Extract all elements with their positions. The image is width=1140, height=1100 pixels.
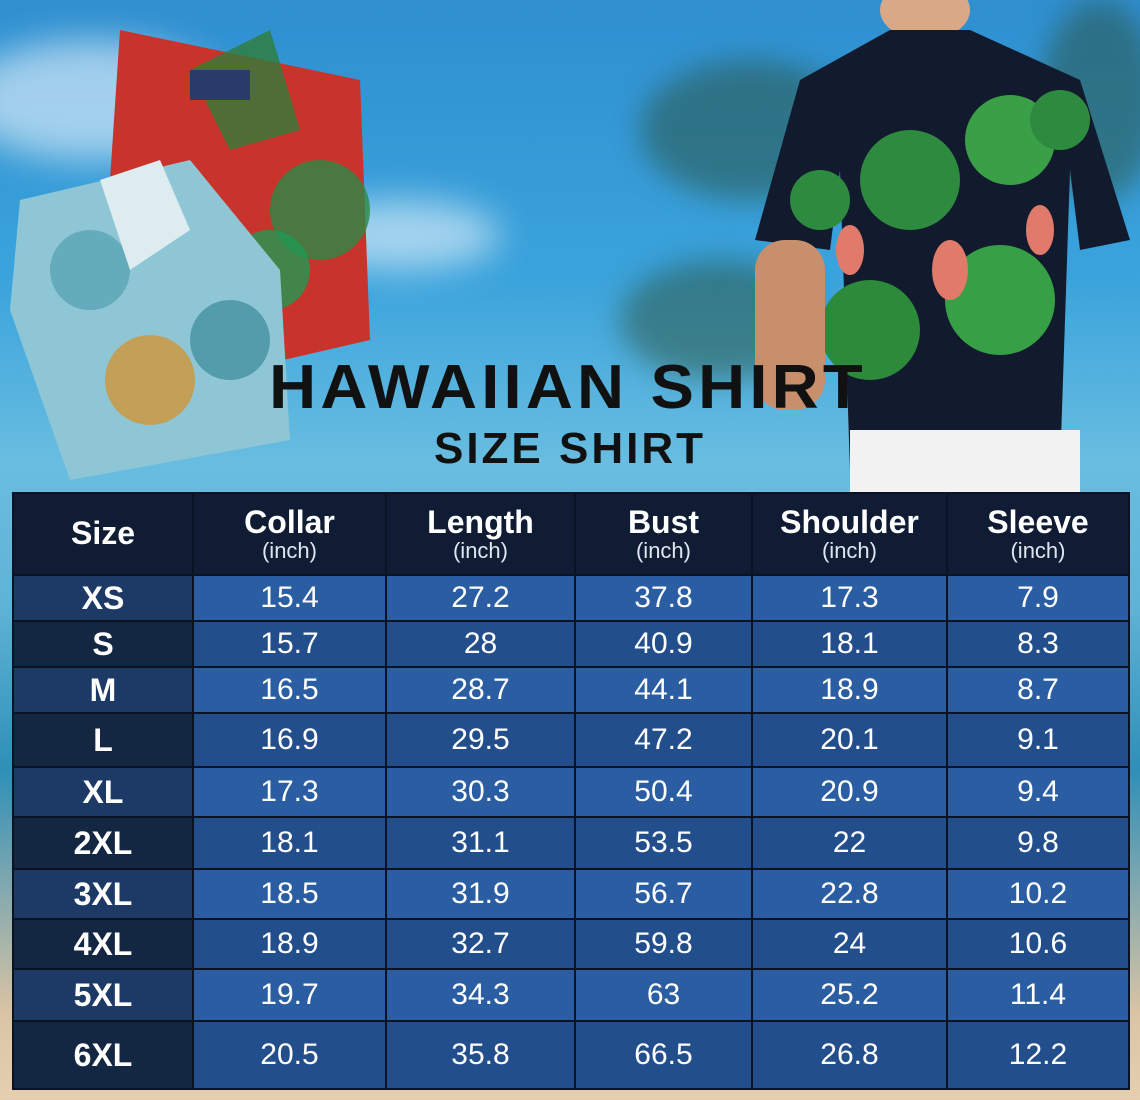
cell-size: 4XL <box>12 918 194 970</box>
cell-collar: 17.3 <box>192 766 387 818</box>
cell-shoulder: 26.8 <box>751 1020 948 1090</box>
cell-size: 3XL <box>12 868 194 920</box>
cell-sleeve: 8.7 <box>946 666 1130 714</box>
cell-size: 5XL <box>12 968 194 1022</box>
cell-sleeve: 9.8 <box>946 816 1130 870</box>
table-row: 2XL 18.1 31.1 53.5 22 9.8 <box>12 816 1130 870</box>
cell-size: XS <box>12 574 194 622</box>
cell-collar: 15.7 <box>192 620 387 668</box>
cell-size: XL <box>12 766 194 818</box>
table-row: 6XL 20.5 35.8 66.5 26.8 12.2 <box>12 1020 1130 1090</box>
cell-collar: 18.1 <box>192 816 387 870</box>
size-chart-table: Size Collar (inch) Length (inch) Bust (inch… <box>12 492 1130 1090</box>
table-row: S 15.7 28 40.9 18.1 8.3 <box>12 620 1130 668</box>
cell-shoulder: 22 <box>751 816 948 870</box>
cell-bust: 47.2 <box>574 712 753 768</box>
cell-size: 6XL <box>12 1020 194 1090</box>
cell-bust: 53.5 <box>574 816 753 870</box>
cell-collar: 15.4 <box>192 574 387 622</box>
cell-collar: 19.7 <box>192 968 387 1022</box>
cell-length: 35.8 <box>385 1020 576 1090</box>
header-sleeve: Sleeve (inch) <box>946 492 1130 576</box>
cell-collar: 18.5 <box>192 868 387 920</box>
cell-length: 34.3 <box>385 968 576 1022</box>
folded-shirts-image <box>10 30 370 480</box>
cell-sleeve: 9.1 <box>946 712 1130 768</box>
cell-length: 31.1 <box>385 816 576 870</box>
cell-bust: 40.9 <box>574 620 753 668</box>
cell-sleeve: 8.3 <box>946 620 1130 668</box>
cell-bust: 37.8 <box>574 574 753 622</box>
cell-sleeve: 10.2 <box>946 868 1130 920</box>
cell-sleeve: 10.6 <box>946 918 1130 970</box>
cell-collar: 16.9 <box>192 712 387 768</box>
cell-shoulder: 18.1 <box>751 620 948 668</box>
cell-size: 2XL <box>12 816 194 870</box>
cell-length: 31.9 <box>385 868 576 920</box>
header-length: Length (inch) <box>385 492 576 576</box>
cell-shoulder: 22.8 <box>751 868 948 920</box>
cell-bust: 56.7 <box>574 868 753 920</box>
cell-sleeve: 7.9 <box>946 574 1130 622</box>
cell-size: M <box>12 666 194 714</box>
cell-bust: 63 <box>574 968 753 1022</box>
header-bust: Bust (inch) <box>574 492 753 576</box>
cell-length: 28.7 <box>385 666 576 714</box>
header-size: Size <box>12 492 194 576</box>
cell-length: 30.3 <box>385 766 576 818</box>
header-collar: Collar (inch) <box>192 492 387 576</box>
cell-sleeve: 9.4 <box>946 766 1130 818</box>
table-row: 4XL 18.9 32.7 59.8 24 10.6 <box>12 918 1130 970</box>
cell-bust: 50.4 <box>574 766 753 818</box>
page-title: HAWAIIAN SHIRT <box>269 353 867 422</box>
cell-shoulder: 20.9 <box>751 766 948 818</box>
cell-bust: 59.8 <box>574 918 753 970</box>
cell-length: 29.5 <box>385 712 576 768</box>
table-row: M 16.5 28.7 44.1 18.9 8.7 <box>12 666 1130 714</box>
header-shoulder: Shoulder (inch) <box>751 492 948 576</box>
cell-length: 32.7 <box>385 918 576 970</box>
cell-collar: 18.9 <box>192 918 387 970</box>
cell-bust: 44.1 <box>574 666 753 714</box>
cell-shoulder: 17.3 <box>751 574 948 622</box>
table-row: XL 17.3 30.3 50.4 20.9 9.4 <box>12 766 1130 818</box>
cell-collar: 20.5 <box>192 1020 387 1090</box>
cell-length: 27.2 <box>385 574 576 622</box>
cell-sleeve: 11.4 <box>946 968 1130 1022</box>
cell-collar: 16.5 <box>192 666 387 714</box>
cell-shoulder: 18.9 <box>751 666 948 714</box>
page-subtitle: SIZE SHIRT <box>433 424 707 473</box>
model-wearing-shirt-image <box>755 0 1130 495</box>
table-row: L 16.9 29.5 47.2 20.1 9.1 <box>12 712 1130 768</box>
cell-shoulder: 20.1 <box>751 712 948 768</box>
cell-sleeve: 12.2 <box>946 1020 1130 1090</box>
cell-shoulder: 25.2 <box>751 968 948 1022</box>
table-row: 5XL 19.7 34.3 63 25.2 11.4 <box>12 968 1130 1022</box>
table-row: 3XL 18.5 31.9 56.7 22.8 10.2 <box>12 868 1130 920</box>
cell-length: 28 <box>385 620 576 668</box>
cell-size: L <box>12 712 194 768</box>
table-row: XS 15.4 27.2 37.8 17.3 7.9 <box>12 574 1130 622</box>
table-header-row: Size Collar (inch) Length (inch) Bust (inch… <box>12 492 1130 576</box>
cell-size: S <box>12 620 194 668</box>
cell-bust: 66.5 <box>574 1020 753 1090</box>
cell-shoulder: 24 <box>751 918 948 970</box>
